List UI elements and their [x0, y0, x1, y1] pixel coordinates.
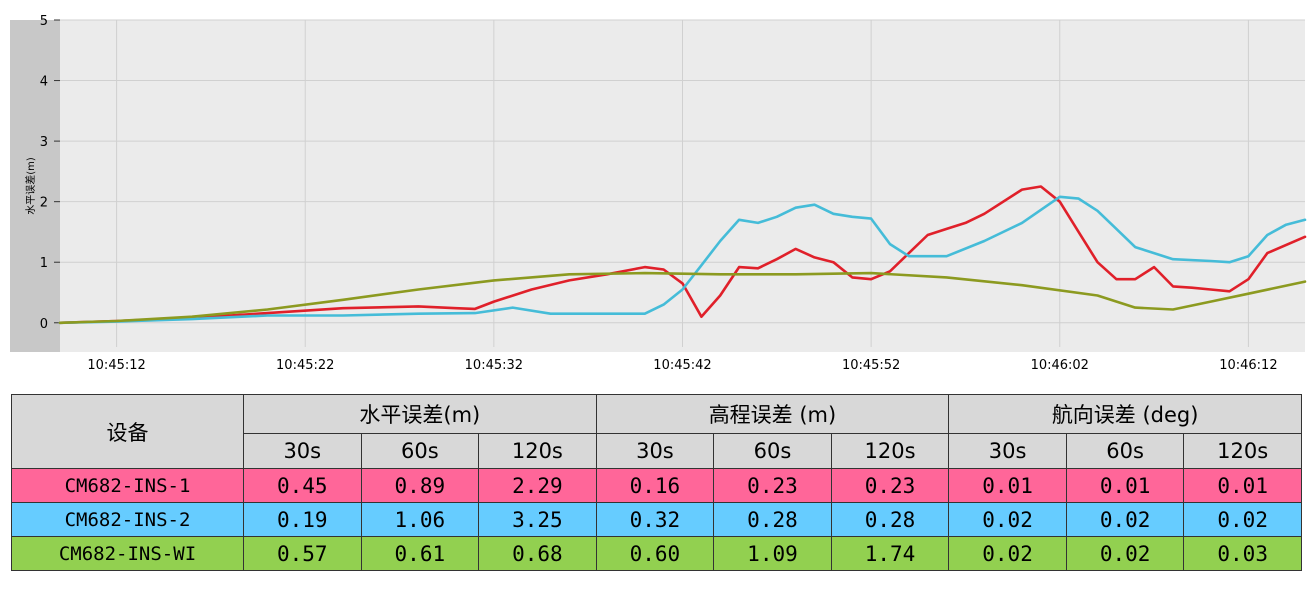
table-cell: 1.09	[713, 536, 832, 571]
table-cell: 0.01	[1065, 468, 1185, 503]
table-cell: 0.16	[595, 468, 715, 503]
series-lines	[58, 185, 1307, 325]
x-tick-label: 10:45:12	[87, 358, 145, 373]
y-tick-label: 4	[40, 75, 48, 90]
y-tick-label: 2	[40, 196, 48, 211]
table-cell: 0.61	[360, 536, 480, 571]
table-cell: 2.29	[478, 468, 597, 503]
table-cell: 0.28	[830, 502, 950, 537]
window-header: 60s	[713, 433, 832, 469]
x-tick-label: 10:45:52	[842, 358, 900, 373]
x-tick-label: 10:46:12	[1219, 358, 1277, 373]
series-line-1	[58, 185, 1307, 325]
table-header-row: 设备 水平误差(m) 高程误差 (m) 航向误差 (deg)	[11, 394, 1302, 469]
device-name: CM682-INS-2	[11, 502, 244, 537]
error-stats-table: 设备 水平误差(m) 高程误差 (m) 航向误差 (deg) 30s 60s 1…	[11, 394, 1302, 571]
x-tick-label: 10:45:42	[653, 358, 711, 373]
y-axis-label: 水平误差(m)	[24, 157, 37, 215]
table-row: CM682-INS-2 0.19 1.06 3.25 0.32 0.28 0.2…	[11, 502, 1302, 537]
y-tick-label: 3	[40, 135, 48, 150]
x-tick-label: 10:45:22	[276, 358, 334, 373]
table-cell: 0.23	[830, 468, 950, 503]
device-header: 设备	[11, 394, 244, 469]
x-tick-label: 10:45:32	[465, 358, 523, 373]
window-header: 120s	[1183, 433, 1302, 469]
y-tick-label: 0	[40, 317, 48, 332]
table-cell: 0.03	[1183, 536, 1302, 571]
group-header-height: 高程误差 (m)	[595, 394, 950, 434]
table-subheader-row: 30s 60s 120s 30s 60s 120s 30s 60s 120s	[12, 433, 1302, 469]
y-tick-label: 1	[40, 256, 48, 271]
series-line-3	[58, 271, 1307, 325]
table-cell: 0.28	[713, 502, 832, 537]
table-cell: 0.23	[713, 468, 832, 503]
table-cell: 0.02	[1065, 536, 1185, 571]
table-cell: 0.57	[243, 536, 362, 571]
table-cell: 0.02	[948, 502, 1067, 537]
window-header: 30s	[595, 433, 715, 469]
device-name: CM682-INS-WI	[11, 536, 244, 571]
x-axis: 10:45:12 10:45:22 10:45:32 10:45:42 10:45:52…	[87, 358, 1277, 373]
group-header-heading: 航向误差 (deg)	[948, 394, 1302, 434]
table-cell: 0.60	[595, 536, 715, 571]
table-cell: 0.01	[1183, 468, 1302, 503]
table-row: CM682-INS-WI 0.57 0.61 0.68 0.60 1.09 1.…	[11, 536, 1302, 571]
window-header: 60s	[1065, 433, 1185, 469]
table-cell: 1.06	[360, 502, 480, 537]
window-header: 30s	[948, 433, 1067, 469]
window-header: 30s	[243, 433, 362, 469]
table-cell: 0.02	[1065, 502, 1185, 537]
table-cell: 1.74	[830, 536, 950, 571]
table-cell: 0.45	[243, 468, 362, 503]
series-line-2	[58, 195, 1307, 325]
x-tick-label: 10:46:02	[1031, 358, 1089, 373]
device-name: CM682-INS-1	[11, 468, 244, 503]
table-row: CM682-INS-1 0.45 0.89 2.29 0.16 0.23 0.2…	[11, 468, 1302, 503]
window-header: 120s	[830, 433, 950, 469]
table-cell: 0.89	[360, 468, 480, 503]
table-cell: 0.68	[478, 536, 597, 571]
window-header: 120s	[478, 433, 597, 469]
table-cell: 0.19	[243, 502, 362, 537]
window-header: 60s	[360, 433, 480, 469]
table-cell: 0.02	[1183, 502, 1302, 537]
group-header-horizontal: 水平误差(m)	[243, 394, 597, 434]
table-cell: 0.01	[948, 468, 1067, 503]
table-cell: 0.32	[595, 502, 715, 537]
y-tick-label: 5	[40, 14, 48, 29]
table-cell: 3.25	[478, 502, 597, 537]
table-cell: 0.02	[948, 536, 1067, 571]
